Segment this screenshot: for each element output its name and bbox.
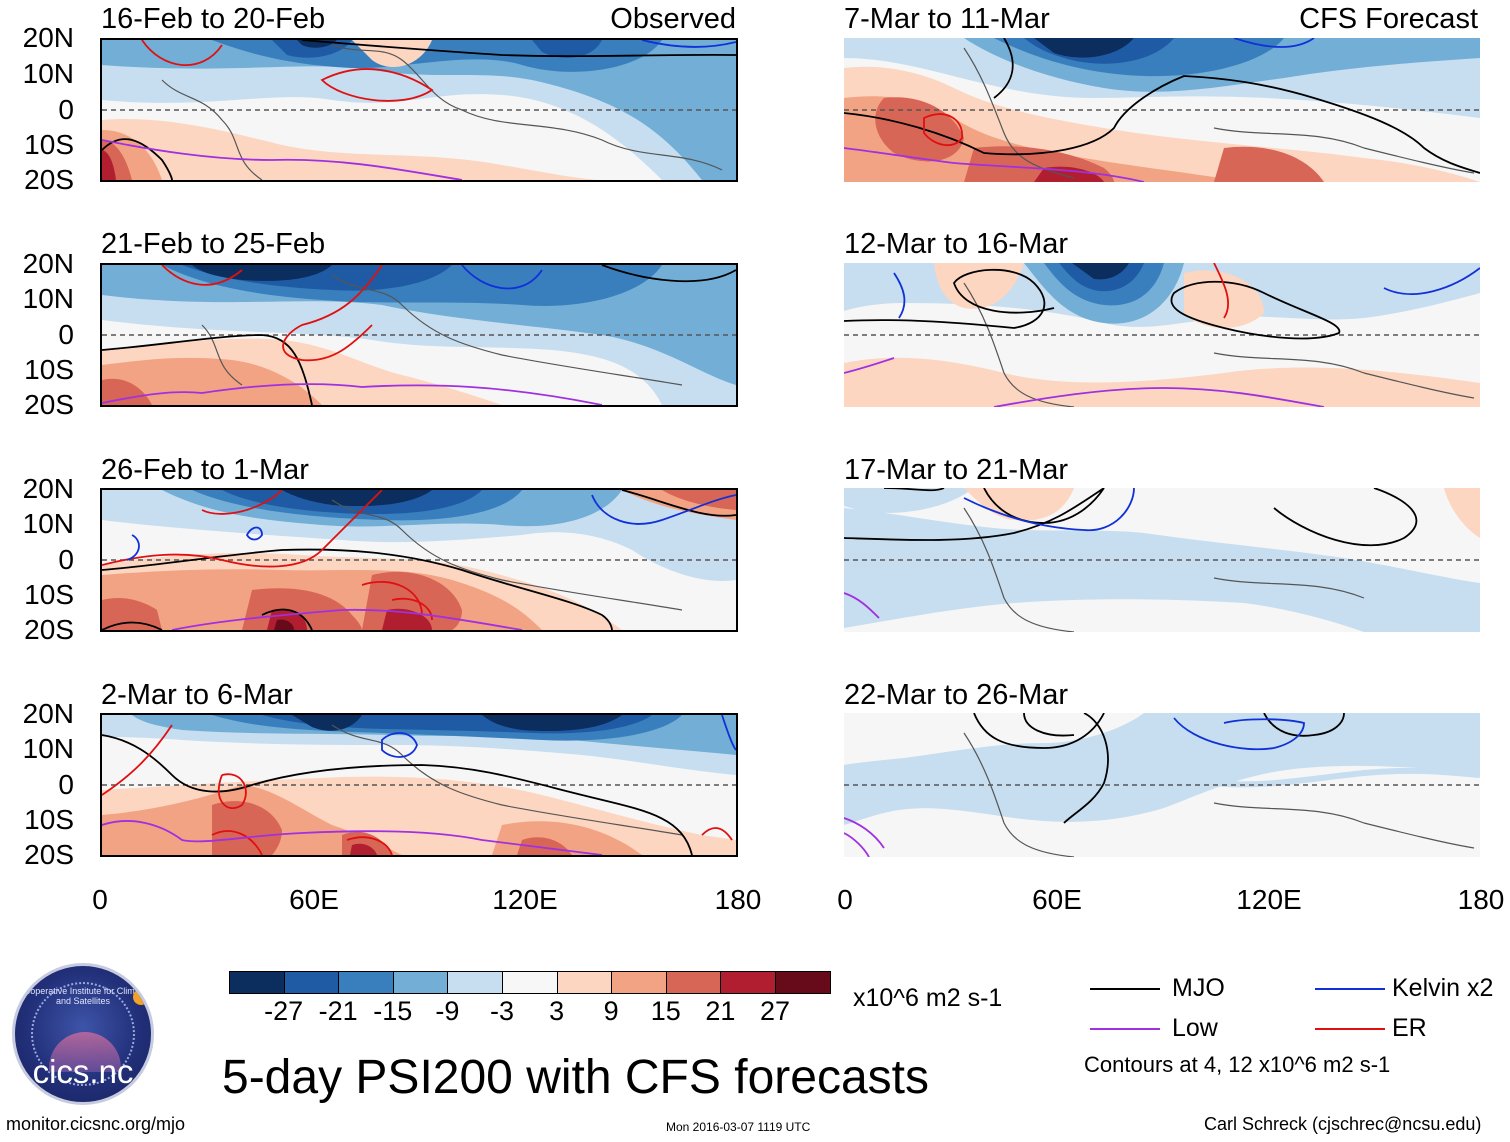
colorbar-tick-label: 15: [650, 996, 681, 1026]
colorbar-segment: [720, 971, 776, 994]
lon-label-180: 180: [714, 884, 762, 915]
sun-icon: [133, 989, 149, 1005]
colorbar-tick-label: 27: [759, 996, 791, 1026]
logo-arc-text: Cooperative Institute for Climate and Sa…: [18, 986, 148, 1006]
author-credit: Carl Schreck (cjschrec@ncsu.edu): [1204, 1114, 1482, 1134]
panel-title-8: 22-Mar to 26-Mar: [844, 679, 1069, 711]
map-panel-forecast-2: [844, 263, 1480, 407]
colorbar-segment: [665, 971, 722, 994]
legend-line-mjo: [1090, 988, 1160, 990]
legend-label-er: ER: [1392, 1014, 1427, 1042]
colorbar-tick-label: -21: [318, 996, 358, 1026]
lat-label-10s: 10S: [24, 129, 74, 160]
lon-label-120e: 120E: [1236, 884, 1302, 915]
colorbar-tick-label: 9: [603, 996, 619, 1026]
map-panel-observed-3: [100, 488, 738, 632]
panel-title-7: 17-Mar to 21-Mar: [844, 454, 1069, 486]
legend-label-kelvin: Kelvin x2: [1392, 974, 1494, 1002]
colorbar-segment: [775, 971, 831, 994]
colorbar-segment: [611, 971, 667, 994]
lon-label-60e: 60E: [289, 884, 339, 915]
lon-label-180: 180: [1457, 884, 1505, 915]
map-panel-observed-1: [100, 38, 738, 182]
colorbar-segment: [229, 971, 285, 994]
colorbar-segment: [502, 971, 558, 994]
lat-label-10n: 10N: [22, 283, 74, 314]
panel-title-1: 16-Feb to 20-Feb: [101, 3, 326, 35]
colorbar-tick-label: 3: [549, 996, 565, 1026]
colorbar-tick-label: -9: [435, 996, 460, 1026]
lat-label-20s: 20S: [24, 614, 74, 645]
legend-label-mjo: MJO: [1172, 974, 1225, 1002]
logo-ring: [31, 982, 135, 1086]
lat-label-eq: 0: [58, 769, 74, 800]
map-panel-forecast-3: [844, 488, 1480, 632]
forecast-label: CFS Forecast: [1299, 3, 1478, 35]
legend-line-er: [1315, 1028, 1385, 1030]
lon-label-60e: 60E: [1032, 884, 1082, 915]
colorbar-segment: [392, 971, 449, 994]
map-panel-observed-4: [100, 713, 738, 857]
lat-label-10s: 10S: [24, 804, 74, 835]
lat-label-eq: 0: [58, 544, 74, 575]
colorbar-tick-label: -27: [264, 996, 304, 1026]
lat-label-10n: 10N: [22, 508, 74, 539]
lat-label-20s: 20S: [24, 389, 74, 420]
map-panel-forecast-1: [844, 38, 1480, 182]
legend-line-kelvin: [1315, 988, 1385, 990]
lat-label-10n: 10N: [22, 733, 74, 764]
lat-label-10s: 10S: [24, 579, 74, 610]
colorbar-units: x10^6 m2 s-1: [853, 984, 1003, 1012]
legend-line-low: [1090, 1028, 1160, 1030]
cics-logo: Cooperative Institute for Climate and Sa…: [12, 963, 154, 1105]
timestamp: Mon 2016-03-07 1119 UTC: [666, 1120, 811, 1134]
panel-title-2: 21-Feb to 25-Feb: [101, 228, 326, 260]
lon-label-120e: 120E: [492, 884, 558, 915]
lat-label-20n: 20N: [22, 248, 74, 279]
lat-label-20n: 20N: [22, 473, 74, 504]
colorbar-segment: [283, 971, 340, 994]
website-link[interactable]: monitor.cicsnc.org/mjo: [6, 1114, 186, 1134]
colorbar-segment: [447, 971, 503, 994]
logo-name: cics.nc: [32, 1053, 134, 1090]
main-title: 5-day PSI200 with CFS forecasts: [222, 1051, 929, 1104]
lon-label-0: 0: [92, 884, 108, 915]
colorbar-segment: [556, 971, 613, 994]
panel-title-4: 2-Mar to 6-Mar: [101, 679, 293, 711]
contours-note: Contours at 4, 12 x10^6 m2 s-1: [1084, 1052, 1391, 1077]
colorbar-tick-label: -15: [373, 996, 413, 1026]
lat-label-10s: 10S: [24, 354, 74, 385]
map-panel-observed-2: [100, 263, 738, 407]
lat-label-eq: 0: [58, 319, 74, 350]
colorbar-tick-label: 21: [705, 996, 736, 1026]
panel-title-5: 7-Mar to 11-Mar: [844, 3, 1050, 35]
panel-title-6: 12-Mar to 16-Mar: [844, 228, 1069, 260]
lat-label-20s: 20S: [24, 164, 74, 195]
colorbar-tick-label: -3: [489, 996, 514, 1026]
lon-label-0: 0: [837, 884, 853, 915]
observed-label: Observed: [610, 3, 736, 35]
lat-label-eq: 0: [58, 94, 74, 125]
map-panel-forecast-4: [844, 713, 1480, 857]
legend-label-low: Low: [1172, 1014, 1218, 1042]
lat-label-20n: 20N: [22, 22, 74, 53]
colorbar-segment: [338, 971, 394, 994]
lat-label-10n: 10N: [22, 58, 74, 89]
panel-title-3: 26-Feb to 1-Mar: [101, 454, 309, 486]
lat-label-20n: 20N: [22, 698, 74, 729]
lat-label-20s: 20S: [24, 839, 74, 870]
